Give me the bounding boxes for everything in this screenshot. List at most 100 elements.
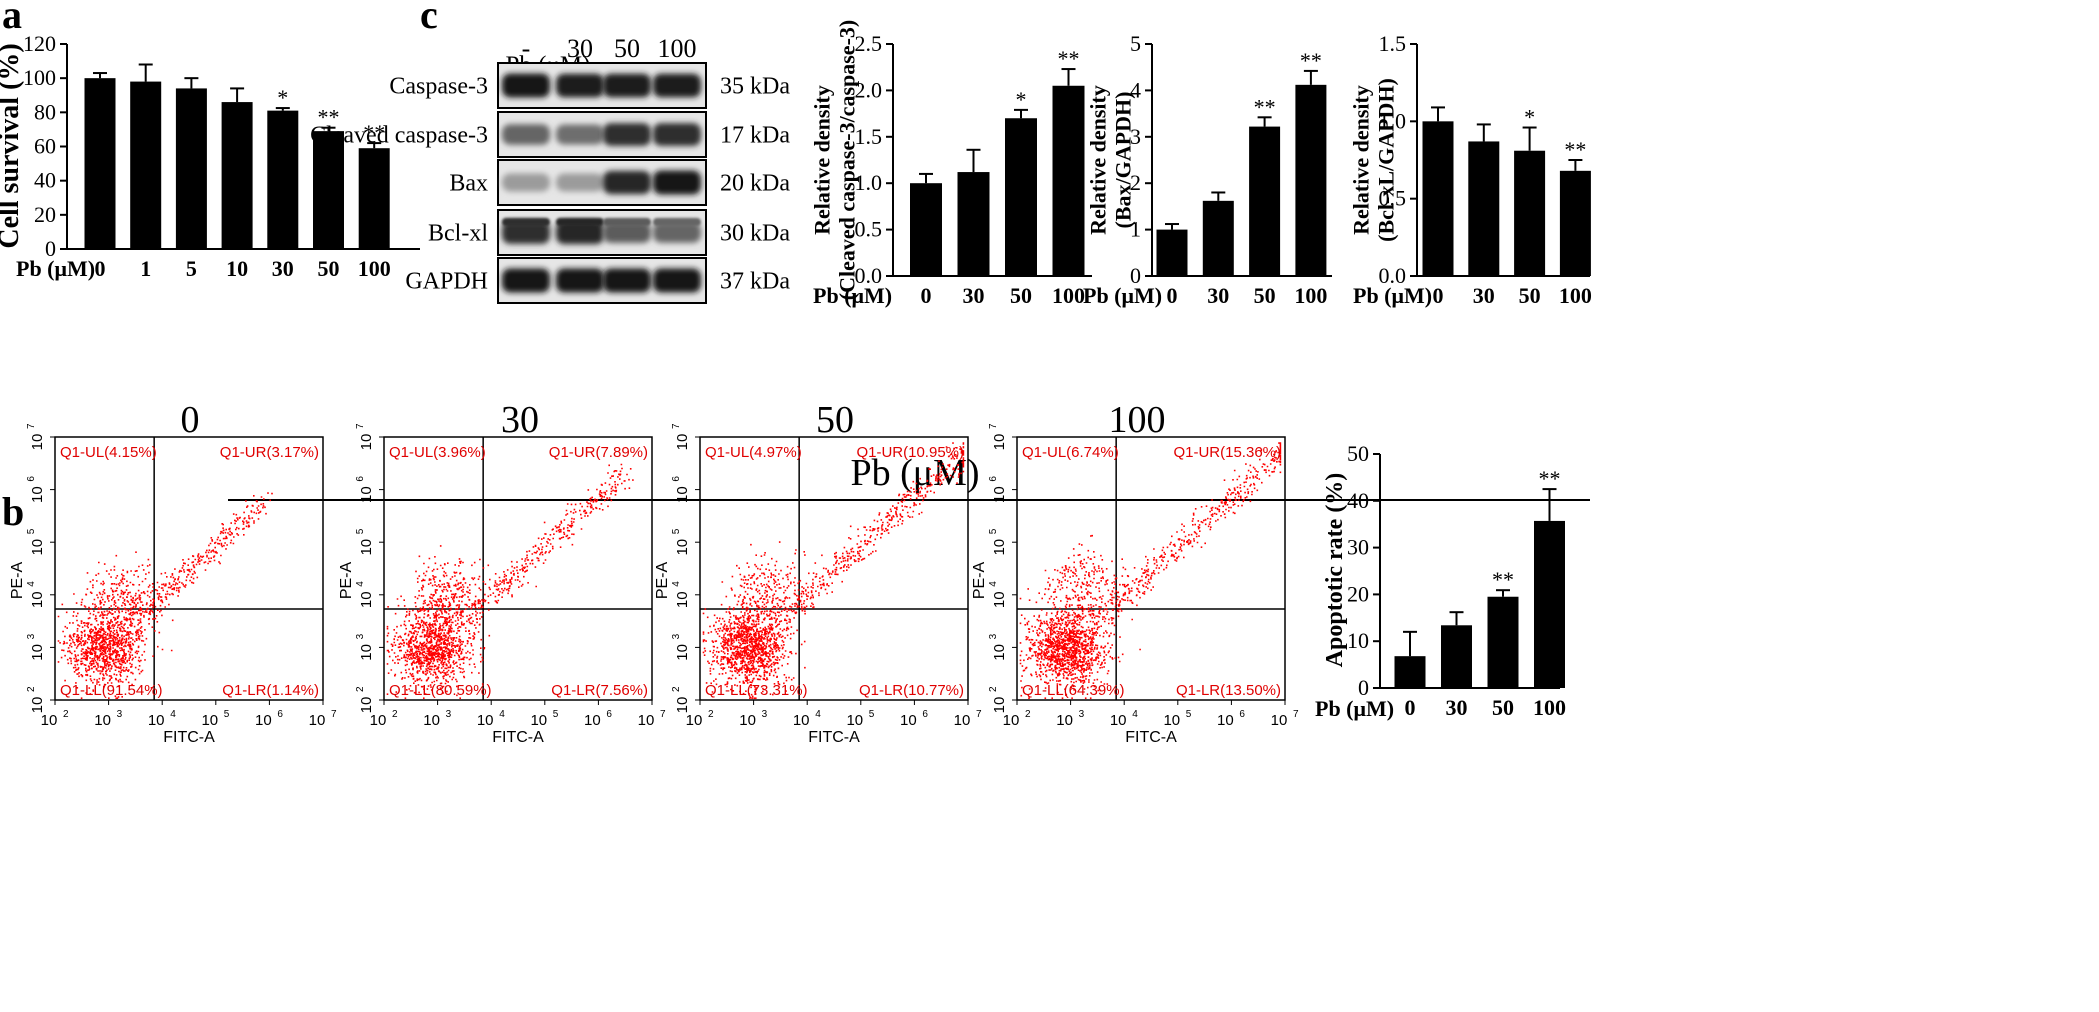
y-tick-label: 10 bbox=[29, 644, 46, 661]
x-tick-label: 30 bbox=[963, 283, 985, 308]
x-tick-label: 50 bbox=[1010, 283, 1032, 308]
blot-band bbox=[603, 123, 651, 146]
quadrant-label-ul: Q1-UL(4.15%) bbox=[60, 444, 157, 461]
flow-plot-title: 30 bbox=[501, 399, 539, 441]
flow-event-dots bbox=[702, 442, 965, 699]
y-tick-label: 10 bbox=[991, 434, 1008, 451]
y-axis-label-line: Relative density bbox=[1348, 85, 1373, 235]
x-tick-exponent: 7 bbox=[660, 709, 666, 720]
x-tick-label: 100 bbox=[1533, 695, 1566, 720]
y-tick-label: 1.5 bbox=[855, 124, 883, 149]
flow-header: Pb (μM) bbox=[850, 452, 979, 494]
blot-band bbox=[603, 170, 651, 195]
blot-band bbox=[556, 268, 604, 293]
chart-cell-survival: 0 20 40 60 80 100 120 0 1 5 10 * 30 ** 50 ** 100 Pb (μM) C… bbox=[0, 31, 420, 281]
blot-band bbox=[603, 268, 651, 293]
x-tick-exponent: 2 bbox=[392, 709, 398, 720]
quadrant-label-ll: Q1-LL(91.54%) bbox=[60, 682, 163, 699]
x-tick-label: 1 bbox=[140, 256, 151, 281]
y-tick-label: 10 bbox=[29, 434, 46, 451]
y-tick-exponent: 5 bbox=[988, 528, 999, 534]
y-axis-label-line: Relative density bbox=[809, 85, 834, 235]
y-tick-exponent: 3 bbox=[26, 633, 37, 639]
x-tick-label: 50 bbox=[1492, 695, 1514, 720]
x-tick-label: 30 bbox=[1446, 695, 1468, 720]
y-tick-label: 100 bbox=[23, 65, 56, 90]
x-tick-label: 0 bbox=[1167, 283, 1178, 308]
bar bbox=[1487, 596, 1519, 688]
y-tick-label: 10 bbox=[674, 644, 691, 661]
significance-mark: ** bbox=[1254, 94, 1276, 119]
bar bbox=[313, 131, 344, 249]
x-tick-label: 10 bbox=[226, 256, 248, 281]
blot-band bbox=[653, 268, 701, 293]
x-tick-exponent: 5 bbox=[1186, 709, 1192, 720]
flow-plot-frame bbox=[699, 436, 969, 701]
x-tick-label: 10 bbox=[1003, 712, 1020, 729]
y-tick-label: 20 bbox=[1347, 581, 1369, 606]
y-tick-exponent: 5 bbox=[671, 528, 682, 534]
y-tick-label: 1.0 bbox=[855, 170, 883, 195]
blot-protein-label: Bax bbox=[449, 171, 488, 197]
y-tick-label: 2.5 bbox=[855, 31, 883, 56]
y-tick-exponent: 6 bbox=[988, 476, 999, 482]
significance-mark: * bbox=[277, 85, 288, 110]
flow-plot: 30 Q1-UL(3.96%) Q1-UR(7.89%) Q1-LL(80.59%) Q… bbox=[338, 399, 666, 746]
bar bbox=[1005, 118, 1037, 277]
quadrant-label-ul: Q1-UL(6.74%) bbox=[1022, 444, 1119, 461]
quadrant-label-ul: Q1-UL(4.97%) bbox=[705, 444, 802, 461]
y-tick-label: 30 bbox=[1347, 535, 1369, 560]
x-tick-label: 10 bbox=[1217, 712, 1234, 729]
blot-band bbox=[502, 73, 550, 98]
significance-mark: ** bbox=[318, 105, 340, 130]
y-tick-label: 10 bbox=[358, 591, 375, 608]
y-tick-label: 20 bbox=[34, 202, 56, 227]
y-tick-label: 0.5 bbox=[1379, 186, 1407, 211]
x-tick-label: 10 bbox=[201, 712, 218, 729]
y-tick-exponent: 5 bbox=[26, 528, 37, 534]
significance-mark: * bbox=[1524, 105, 1535, 130]
bar bbox=[221, 102, 253, 249]
y-tick-label: 120 bbox=[23, 31, 56, 56]
x-tick-label: 10 bbox=[1163, 712, 1180, 729]
quadrant-label-lr: Q1-LR(10.77%) bbox=[859, 682, 964, 699]
x-tick-label: 100 bbox=[1294, 283, 1327, 308]
x-tick-label: 50 bbox=[1254, 283, 1276, 308]
x-tick-exponent: 6 bbox=[277, 709, 283, 720]
y-tick-label: 10 bbox=[991, 591, 1008, 608]
x-tick-label: 0 bbox=[1405, 695, 1416, 720]
flow-y-axis-label: PE-A bbox=[9, 562, 26, 600]
x-tick-label: 100 bbox=[1052, 283, 1085, 308]
blot-band bbox=[653, 123, 701, 146]
y-tick-label: 10 bbox=[991, 539, 1008, 556]
y-tick-label: 0.5 bbox=[855, 217, 883, 242]
x-axis-label: Pb (μM) bbox=[813, 283, 892, 308]
flow-y-axis-label: PE-A bbox=[971, 562, 988, 600]
bar bbox=[1052, 85, 1085, 276]
bar bbox=[1559, 170, 1591, 276]
blot-band bbox=[556, 73, 604, 98]
x-tick-label: 10 bbox=[94, 712, 111, 729]
y-tick-label: 10 bbox=[1347, 628, 1369, 653]
blot-lane-label: 100 bbox=[658, 34, 697, 63]
y-tick-label: 40 bbox=[34, 168, 56, 193]
x-tick-exponent: 4 bbox=[170, 709, 176, 720]
x-tick-label: 10 bbox=[148, 712, 165, 729]
y-tick-exponent: 3 bbox=[671, 633, 682, 639]
flow-event-dots bbox=[1019, 442, 1282, 699]
x-tick-label: 100 bbox=[1559, 283, 1592, 308]
quadrant-label-ll: Q1-LL(80.59%) bbox=[389, 682, 492, 699]
y-tick-exponent: 7 bbox=[355, 423, 366, 429]
flow-plot-frame bbox=[1016, 436, 1286, 701]
x-tick-label: 100 bbox=[358, 256, 391, 281]
quadrant-label-ur: Q1-UR(15.36%) bbox=[1173, 444, 1281, 461]
bar bbox=[957, 172, 990, 276]
x-tick-label: 10 bbox=[686, 712, 703, 729]
x-tick-label: 10 bbox=[846, 712, 863, 729]
y-axis-label: Apoptotic rate (%) bbox=[1322, 473, 1348, 668]
y-tick-label: 10 bbox=[991, 697, 1008, 714]
blot-band bbox=[653, 222, 701, 243]
